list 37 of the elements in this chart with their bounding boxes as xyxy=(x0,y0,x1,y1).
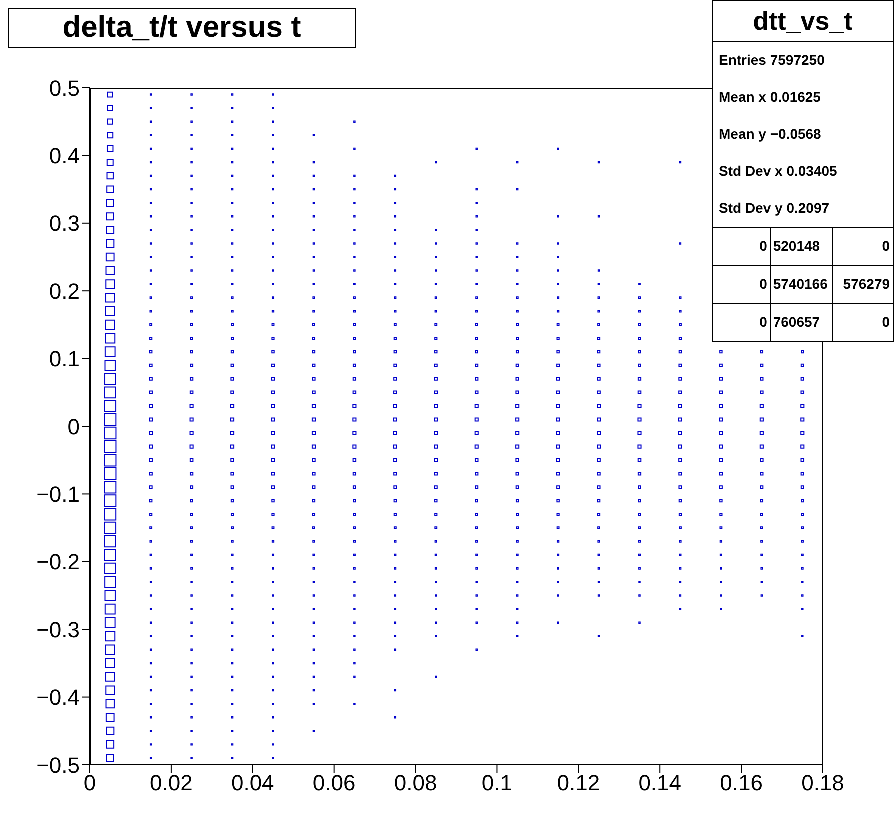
text: 576279 xyxy=(832,266,894,303)
y-tick-label: 0.4 xyxy=(49,144,80,169)
text: Entries 7597250 xyxy=(718,51,826,70)
annotation: Mean y −0.0568 xyxy=(718,125,822,144)
y-tick-label: 0.3 xyxy=(49,211,80,236)
x-tick-label: 0.02 xyxy=(150,770,193,796)
y-tick-label: −0.5 xyxy=(36,752,80,778)
text: 0 xyxy=(832,304,894,341)
y-tick-label: 0 xyxy=(68,414,80,440)
x-tick-label: 0.14 xyxy=(638,770,682,796)
x-tick-label: 0.12 xyxy=(557,770,600,796)
y-tick-label: 0.2 xyxy=(49,278,80,304)
annotation: 760657 xyxy=(770,304,832,341)
text: 0 xyxy=(832,228,894,265)
x-tick-label: 0.16 xyxy=(720,770,763,796)
y-tick-label: −0.4 xyxy=(36,685,80,710)
y-tick-label: 0.5 xyxy=(49,76,80,101)
annotation: Mean x 0.01625 xyxy=(718,88,822,107)
y-tick-label: −0.3 xyxy=(36,617,80,642)
x-tick-label: 0.04 xyxy=(231,770,274,796)
annotation: 0 xyxy=(758,313,768,332)
x-tick-label: 0.18 xyxy=(802,770,844,796)
y-tick-label: −0.1 xyxy=(36,482,80,508)
annotation: 5740166 xyxy=(770,266,832,303)
x-tick-label: 0.1 xyxy=(482,770,513,796)
x-tick-label: 0.06 xyxy=(312,770,356,796)
annotation: 520148 xyxy=(770,228,832,265)
annotation: Std Dev y 0.2097 xyxy=(718,199,831,218)
annotation: Std Dev x 0.03405 xyxy=(718,162,838,181)
x-tick-label: 0.08 xyxy=(394,770,438,796)
chart-title: delta_t/t versus t xyxy=(8,8,356,48)
x-tick-label: 0 xyxy=(84,770,96,796)
annotation: 0 xyxy=(758,237,768,256)
y-tick-label: 0.1 xyxy=(49,346,80,372)
annotation: 0 xyxy=(758,275,768,294)
y-tick-label: −0.2 xyxy=(36,550,80,575)
text: dtt_vs_t xyxy=(713,1,893,42)
